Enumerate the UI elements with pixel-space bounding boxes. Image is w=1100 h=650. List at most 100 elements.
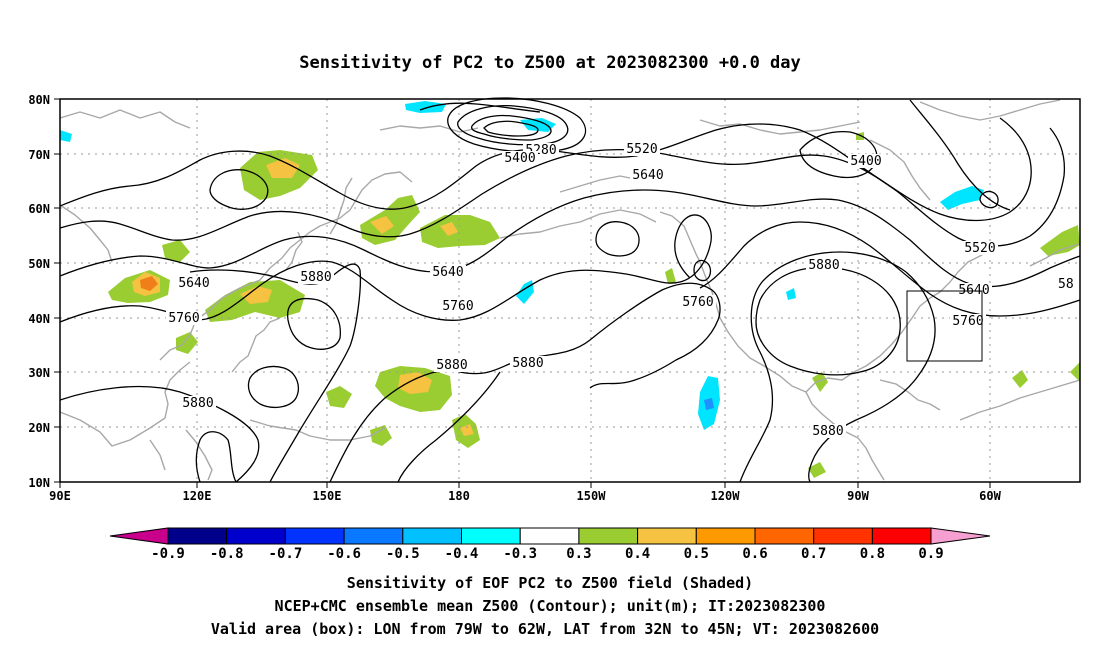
colorbar-swatch: [637, 527, 697, 545]
shade-neg-arctic-1: [405, 101, 446, 113]
contour-label: 5760: [682, 295, 713, 310]
shade-bering: [420, 215, 500, 248]
contour-labels: 5280 5400 5520 5640 5400 5520 5640 5880 …: [166, 142, 1078, 439]
colorbar-label: 0.4: [625, 546, 650, 562]
shade-neg-atlantic: [786, 288, 796, 300]
shade-caribbean: [808, 462, 826, 478]
shade-pacific-2: [326, 386, 352, 408]
colorbar-label: -0.7: [269, 546, 303, 562]
lon-label: 150E: [313, 489, 342, 503]
colorbar-label: -0.3: [503, 546, 537, 562]
sensitivity-shading: [60, 101, 1080, 478]
valid-area-box: [906, 290, 983, 362]
colorbar-arrow-left: [109, 527, 169, 545]
shade-gulf: [812, 372, 828, 392]
colorbar-swatch: [461, 527, 521, 545]
caption-line-1: Sensitivity of EOF PC2 to Z500 field (Sh…: [347, 574, 753, 592]
map-panel: 5280 5400 5520 5640 5400 5520 5640 5880 …: [28, 93, 1081, 503]
colorbar-swatch: [519, 527, 580, 545]
colorbar-label: -0.6: [327, 546, 361, 562]
lat-label: 30N: [28, 366, 50, 380]
lon-label: 150W: [577, 489, 607, 503]
colorbar-label: 0.9: [918, 546, 943, 562]
colorbar-swatch: [871, 527, 932, 545]
tick-marks: [54, 98, 991, 488]
contour-label: 5640: [178, 276, 209, 291]
colorbar-swatch: [578, 527, 639, 545]
shade-max-east-asia: [140, 276, 158, 291]
colorbar-label: 0.3: [566, 546, 591, 562]
colorbar-swatch: [813, 527, 873, 545]
shade-core-siberia: [266, 158, 300, 178]
shade-core-pacific-3: [460, 424, 474, 436]
colorbar-labels: -0.9 -0.8 -0.7 -0.6 -0.5 -0.4 -0.3 0.3 0…: [151, 546, 944, 562]
contour-label: 5880: [812, 424, 843, 439]
colorbar-swatch: [754, 527, 815, 545]
longitude-labels: 90E 120E 150E 180 150W 120W 90W 60W: [49, 489, 1001, 503]
colorbar-label: -0.5: [386, 546, 420, 562]
map-frame: [59, 98, 1081, 483]
colorbar-label: 0.8: [860, 546, 885, 562]
caption-line-3: Valid area (box): LON from 79W to 62W, L…: [211, 620, 879, 638]
colorbar-label: 0.6: [742, 546, 767, 562]
contour-label: 5520: [964, 241, 995, 256]
shade-core-kamchatka: [370, 216, 394, 234]
colorbar-label: -0.4: [445, 546, 479, 562]
lat-label: 40N: [28, 312, 50, 326]
colorbar-label: -0.8: [210, 546, 244, 562]
contour-label: 5760: [168, 311, 199, 326]
contour-label: 5640: [432, 265, 463, 280]
contour-label: 5760: [952, 314, 983, 329]
colorbar-swatch: [402, 527, 462, 545]
contour-label: 5760: [442, 299, 473, 314]
shade-neg-arctic-2: [520, 118, 556, 132]
lon-label: 180: [448, 489, 470, 503]
lon-label: 90W: [847, 489, 869, 503]
colorbar-swatch: [343, 527, 404, 545]
lat-label: 20N: [28, 421, 50, 435]
shade-neg-arctic-3: [60, 130, 72, 142]
colorbar-label: -0.9: [151, 546, 185, 562]
colorbar-swatch: [284, 527, 345, 545]
caption-line-2: NCEP+CMC ensemble mean Z500 (Contour); u…: [275, 597, 826, 615]
shade-core-pacific: [398, 372, 432, 394]
shade-atlantic-2: [1012, 370, 1028, 388]
contour-label: 58: [1058, 277, 1074, 292]
captions: Sensitivity of EOF PC2 to Z500 field (Sh…: [211, 574, 879, 638]
contour-label: 5880: [182, 396, 213, 411]
lat-label: 60N: [28, 202, 50, 216]
lon-label: 60W: [979, 489, 1001, 503]
contour-label: 5880: [300, 270, 331, 285]
map-title: Sensitivity of PC2 to Z500 at 2023082300…: [299, 53, 801, 73]
lon-label: 120E: [183, 489, 212, 503]
lon-label: 90E: [49, 489, 71, 503]
contour-label: 5880: [808, 258, 839, 273]
contour-label: 5400: [850, 154, 881, 169]
shade-east-asia-3: [176, 332, 198, 354]
lat-label: 50N: [28, 257, 50, 271]
colorbar-arrow-right: [930, 527, 991, 545]
colorbar-label: 0.7: [801, 546, 826, 562]
colorbar: -0.9 -0.8 -0.7 -0.6 -0.5 -0.4 -0.3 0.3 0…: [109, 527, 991, 562]
lon-label: 120W: [711, 489, 741, 503]
shade-neg-greenland: [940, 186, 984, 210]
contour-label: 5880: [512, 356, 543, 371]
colorbar-swatch: [167, 527, 228, 545]
shade-core-bering: [440, 222, 458, 236]
contour-label: 5520: [626, 142, 657, 157]
shade-pacific-4: [370, 425, 392, 446]
colorbar-swatch: [695, 527, 756, 545]
colorbar-label: 0.5: [684, 546, 709, 562]
contour-label: 5400: [504, 151, 535, 166]
z500-contours: [59, 97, 1081, 483]
colorbar-swatch: [226, 527, 286, 545]
shade-neg-core-pacific: [704, 398, 714, 410]
lat-label: 10N: [28, 476, 50, 490]
lat-label: 80N: [28, 93, 50, 107]
shade-pacific-5: [665, 268, 676, 284]
contour-label: 5880: [436, 358, 467, 373]
shade-core-japan: [240, 286, 272, 304]
shade-atlantic-1: [1040, 225, 1080, 256]
contour-label: 5640: [632, 168, 663, 183]
